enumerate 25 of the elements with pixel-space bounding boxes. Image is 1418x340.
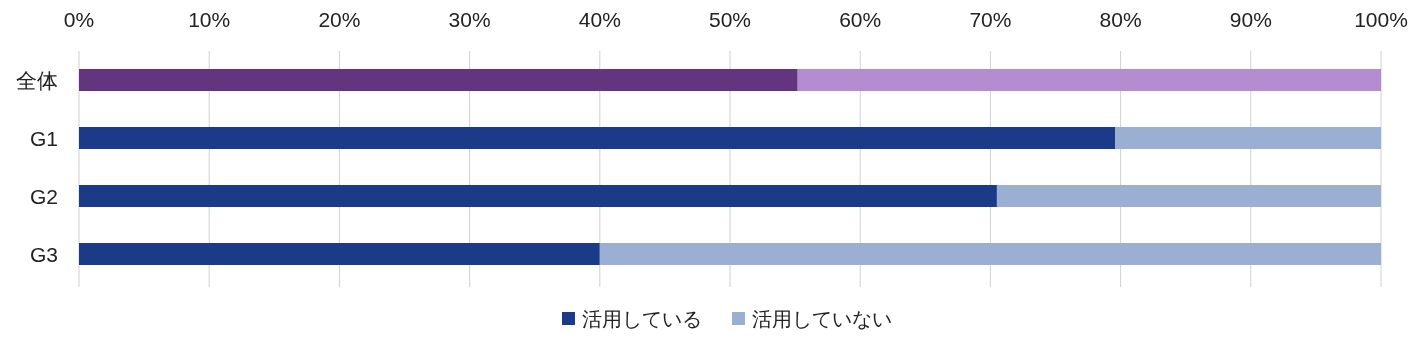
x-tick-label: 60% bbox=[839, 8, 882, 31]
y-tick-label: G2 bbox=[29, 185, 58, 208]
x-tick-label: 50% bbox=[708, 8, 752, 31]
x-tick-label: 90% bbox=[1229, 8, 1272, 31]
x-tick-label: 40% bbox=[578, 8, 621, 31]
legend-label: 活用している bbox=[582, 308, 702, 330]
bar bbox=[996, 185, 1381, 207]
x-tick-label: 10% bbox=[188, 8, 231, 31]
y-tick-label: 全体 bbox=[16, 69, 58, 92]
bar bbox=[79, 69, 798, 91]
x-tick-label: 70% bbox=[969, 8, 1012, 31]
y-tick-label: G1 bbox=[29, 127, 58, 150]
bar bbox=[599, 243, 1381, 265]
bar bbox=[797, 69, 1381, 91]
legend-label: 活用していない bbox=[752, 308, 892, 330]
x-tick-label: 0% bbox=[63, 8, 95, 31]
x-tick-label: 30% bbox=[448, 8, 491, 31]
y-tick-label: G3 bbox=[29, 243, 58, 266]
x-tick-label: 100% bbox=[1354, 8, 1408, 31]
x-tick-label: 20% bbox=[318, 8, 361, 31]
x-tick-label: 80% bbox=[1099, 8, 1142, 31]
bar bbox=[79, 243, 600, 265]
bar bbox=[79, 127, 1116, 149]
bar bbox=[79, 185, 997, 207]
bar bbox=[1115, 127, 1381, 149]
